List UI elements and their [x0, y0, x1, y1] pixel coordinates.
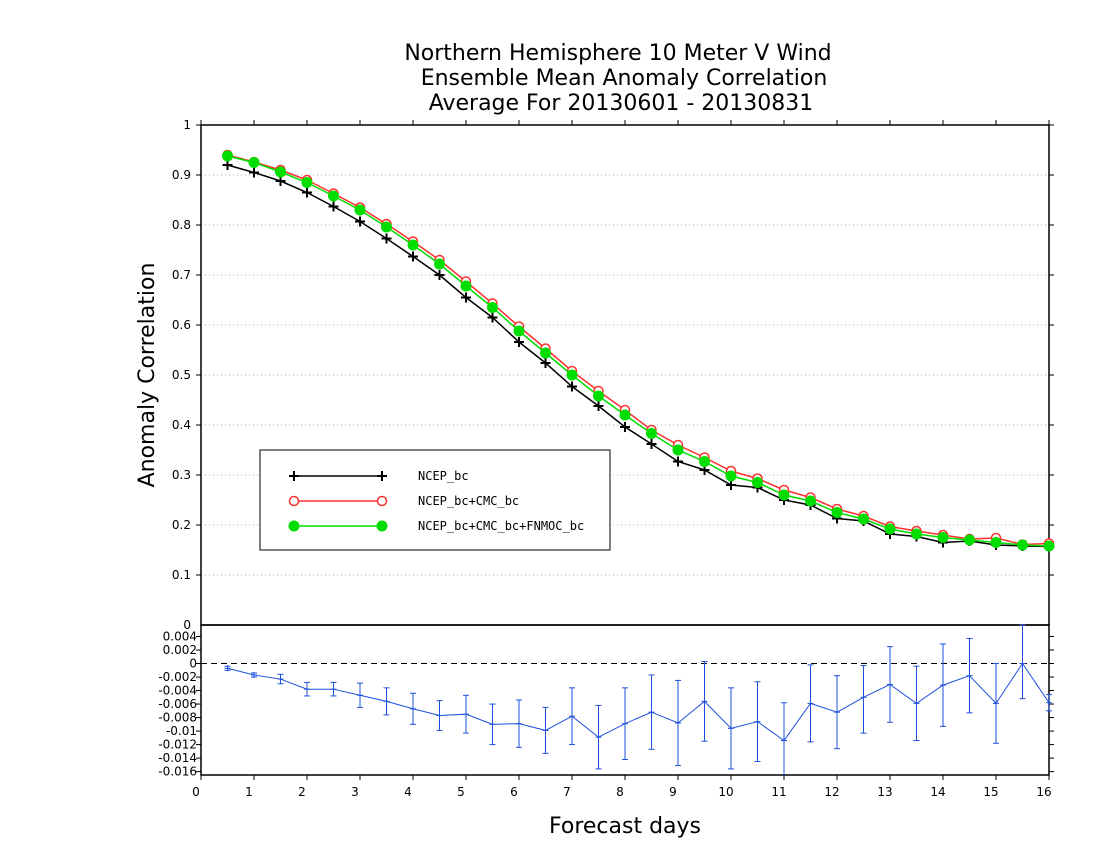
- data-point-filled-circle: [275, 166, 286, 178]
- y-tick-label: 0.2: [172, 518, 191, 532]
- bottom-panel: 00.0040.0020-0.002-0.004-0.006-0.008-0.0…: [158, 120, 1054, 799]
- data-point-filled-circle: [778, 489, 790, 501]
- y-tick-label: 0.6: [172, 318, 191, 332]
- x-tick-label: 16: [1036, 785, 1051, 799]
- x-tick-label: 1: [245, 785, 253, 799]
- data-point-filled-circle: [884, 523, 896, 535]
- y-tick-label: 0.1: [172, 568, 191, 582]
- data-point-filled-circle: [858, 513, 869, 525]
- data-point-filled-circle: [354, 204, 366, 216]
- x-tick-label: 13: [877, 785, 892, 799]
- data-point-filled-circle: [619, 409, 631, 421]
- y-tick-label: -0.01: [166, 724, 197, 738]
- data-point-filled-circle: [248, 157, 260, 168]
- legend: NCEP_bc NCEP_bc+CMC_bc NCEP_bc+CMC_bc+FNMO…: [259, 449, 611, 551]
- data-point-filled-circle: [752, 477, 763, 488]
- title-line-2: Ensemble Mean Anomaly Correlation: [421, 66, 828, 91]
- y-tick-label: 1: [183, 118, 191, 132]
- legend-label: NCEP_bc: [418, 469, 469, 483]
- legend-label: NCEP_bc+CMC_bc: [418, 494, 519, 508]
- x-tick-label: 10: [718, 785, 733, 799]
- data-point-filled-circle: [222, 150, 233, 162]
- x-axis-label: Forecast days: [549, 814, 701, 839]
- diff-series: [224, 624, 1052, 775]
- x-tick-label: 3: [351, 785, 359, 799]
- y-tick-label: 0.5: [172, 368, 191, 382]
- x-tick-label: 12: [824, 785, 839, 799]
- y-axis-label: Anomaly Correlation: [135, 263, 160, 488]
- legend-box: [259, 449, 611, 551]
- x-tick-label: 15: [983, 785, 998, 799]
- y-tick-label: -0.012: [158, 738, 197, 752]
- data-point-filled-circle: [646, 428, 657, 439]
- series-2: [222, 150, 1055, 552]
- data-point-filled-circle: [381, 221, 392, 233]
- x-tick-label: 14: [930, 785, 945, 799]
- y-tick-label: 0.9: [172, 168, 191, 182]
- legend-label: NCEP_bc+CMC_bc+FNMOC_bc: [418, 519, 584, 533]
- title-line-3: Average For 20130601 - 20130831: [429, 91, 814, 116]
- data-point-filled-circle: [434, 258, 445, 270]
- data-point-filled-circle: [460, 280, 472, 292]
- data-point-filled-circle: [672, 444, 684, 456]
- x-tick-label: 4: [404, 785, 412, 799]
- data-point-filled-circle: [407, 239, 419, 251]
- data-point-filled-circle: [566, 369, 578, 381]
- y-tick-label: -0.006: [158, 697, 197, 711]
- data-point-filled-circle: [937, 532, 949, 543]
- x-tick-label: 9: [669, 785, 677, 799]
- diff-line: [227, 662, 1050, 742]
- y-tick-label: 0: [189, 657, 197, 671]
- x-tick-label: 7: [563, 785, 571, 799]
- y-tick-label: 0.7: [172, 268, 191, 282]
- bottom-top-tick-label: 0: [183, 618, 191, 632]
- data-point-filled-circle: [1043, 540, 1055, 552]
- y-tick-label: 0.4: [172, 418, 191, 432]
- y-tick-label: -0.008: [158, 711, 197, 725]
- y-tick-label: 0.3: [172, 468, 191, 482]
- x-tick-label: 0: [192, 785, 200, 799]
- data-point-open-circle: [376, 495, 388, 507]
- x-tick-label: 5: [457, 785, 465, 799]
- data-point-filled-circle: [288, 520, 300, 532]
- y-tick-label: -0.004: [158, 684, 197, 698]
- data-point-filled-circle: [1017, 539, 1028, 551]
- x-tick-label: 6: [510, 785, 518, 799]
- data-point-filled-circle: [805, 495, 816, 507]
- data-point-filled-circle: [725, 470, 737, 482]
- data-point-filled-circle: [911, 528, 922, 540]
- data-point-filled-circle: [699, 456, 710, 467]
- data-point-filled-circle: [990, 537, 1002, 548]
- y-tick-label: -0.016: [158, 765, 197, 779]
- x-tick-label: 8: [616, 785, 624, 799]
- x-tick-label: 2: [298, 785, 306, 799]
- y-tick-label: 0.8: [172, 218, 191, 232]
- data-point-filled-circle: [301, 177, 313, 188]
- y-tick-label: 0.002: [163, 643, 197, 657]
- y-tick-label: -0.002: [158, 670, 197, 684]
- data-point-filled-circle: [513, 325, 525, 337]
- data-point-filled-circle: [593, 390, 604, 402]
- data-point-filled-circle: [487, 302, 498, 313]
- data-point-filled-circle: [964, 534, 975, 546]
- data-point-filled-circle: [328, 190, 339, 202]
- top-panel: 0.1 0.2 0.3 0.4 0.5 0.6 0.7 0.8 0.9 1: [172, 118, 1055, 626]
- data-point-filled-circle: [540, 347, 551, 359]
- title-line-1: Northern Hemisphere 10 Meter V Wind: [404, 41, 831, 66]
- y-tick-label: 0.004: [163, 629, 197, 643]
- x-tick-label: 11: [771, 785, 786, 799]
- data-point-open-circle: [288, 495, 300, 507]
- data-point-filled-circle: [376, 520, 388, 532]
- data-point-filled-circle: [831, 507, 843, 518]
- y-tick-label: -0.014: [158, 751, 197, 765]
- chart-title: Northern Hemisphere 10 Meter V Wind Ense…: [404, 41, 831, 116]
